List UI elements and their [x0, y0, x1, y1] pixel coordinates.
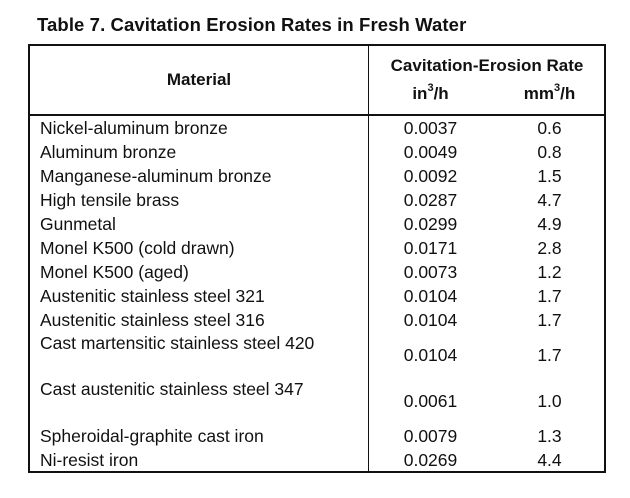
cell-mm3h: 1.7 — [537, 286, 562, 306]
header-unit-in3h: in3/h — [368, 82, 493, 104]
cell-mm3h: 0.8 — [537, 142, 562, 162]
cell-material: Ni-resist iron — [40, 450, 139, 470]
unit-exponent: 3 — [427, 82, 434, 95]
table-row: Austenitic stainless steel 321 0.0104 1.7 — [30, 284, 604, 308]
cell-material: Spheroidal-graphite cast iron — [40, 426, 264, 446]
table-row: Aluminum bronze 0.0049 0.8 — [30, 140, 604, 164]
table-row: Spheroidal-graphite cast iron 0.0079 1.3 — [30, 424, 604, 448]
cell-material: Monel K500 (aged) — [40, 262, 189, 282]
cell-material: Cast martensitic stainless steel 420 — [40, 333, 315, 353]
unit-tail: /h — [433, 84, 449, 103]
unit-tail: /h — [560, 84, 576, 103]
cell-in3h: 0.0299 — [403, 214, 458, 234]
cell-in3h: 0.0104 — [403, 310, 458, 330]
cell-mm3h: 2.8 — [537, 238, 562, 258]
erosion-table: Material Cavitation-Erosion Rate in3/h m… — [28, 44, 606, 473]
cell-material: Nickel-aluminum bronze — [40, 118, 228, 138]
cell-mm3h: 1.2 — [537, 262, 562, 282]
cell-in3h: 0.0079 — [403, 426, 458, 446]
cell-material: Austenitic stainless steel 316 — [40, 310, 265, 330]
header-unit-mm3h: mm3/h — [493, 82, 606, 104]
cell-material: Austenitic stainless steel 321 — [40, 286, 265, 306]
unit-exponent: 3 — [554, 82, 561, 95]
cell-in3h: 0.0269 — [403, 450, 458, 470]
cell-mm3h: 1.7 — [537, 345, 562, 365]
table-row: Monel K500 (aged) 0.0073 1.2 — [30, 260, 604, 284]
cell-in3h: 0.0092 — [403, 166, 458, 186]
cell-in3h: 0.0104 — [403, 345, 458, 365]
table-caption: Table 7. Cavitation Erosion Rates in Fre… — [37, 14, 467, 35]
table-row: Manganese-aluminum bronze 0.0092 1.5 — [30, 164, 604, 188]
table-row: Gunmetal 0.0299 4.9 — [30, 212, 604, 236]
column-divider — [368, 46, 369, 471]
table-row: Cast austenitic stainless steel 347 0.006… — [30, 378, 604, 424]
cell-material: Manganese-aluminum bronze — [40, 166, 272, 186]
cell-in3h: 0.0061 — [403, 391, 458, 411]
cell-mm3h: 4.9 — [537, 214, 562, 234]
cell-in3h: 0.0073 — [403, 262, 458, 282]
table-row: Austenitic stainless steel 316 0.0104 1.7 — [30, 308, 604, 332]
table-row: Ni-resist iron 0.0269 4.4 — [30, 448, 604, 472]
header-separator — [30, 114, 604, 116]
cell-mm3h: 1.5 — [537, 166, 562, 186]
cell-mm3h: 0.6 — [537, 118, 562, 138]
table-row: Nickel-aluminum bronze 0.0037 0.6 — [30, 116, 604, 140]
cell-material: Aluminum bronze — [40, 142, 177, 162]
cell-in3h: 0.0037 — [403, 118, 458, 138]
table-body: Nickel-aluminum bronze 0.0037 0.6 Aluminum… — [30, 116, 604, 472]
cell-in3h: 0.0049 — [403, 142, 458, 162]
cell-material: Cast austenitic stainless steel 347 — [40, 379, 304, 399]
cell-material: High tensile brass — [40, 190, 180, 210]
unit-base: mm — [523, 84, 554, 103]
cell-in3h: 0.0171 — [403, 238, 458, 258]
unit-base: in — [412, 84, 428, 103]
cell-material: Gunmetal — [40, 214, 116, 234]
cell-mm3h: 1.3 — [537, 426, 562, 446]
header-material: Material — [166, 70, 232, 89]
header-cavitation-erosion-rate: Cavitation-Erosion Rate — [390, 56, 584, 75]
cell-material: Monel K500 (cold drawn) — [40, 238, 235, 258]
table-row: High tensile brass 0.0287 4.7 — [30, 188, 604, 212]
cell-in3h: 0.0287 — [403, 190, 458, 210]
cell-mm3h: 1.7 — [537, 310, 562, 330]
table-row: Monel K500 (cold drawn) 0.0171 2.8 — [30, 236, 604, 260]
cell-in3h: 0.0104 — [403, 286, 458, 306]
table-row: Cast martensitic stainless steel 420 0.01… — [30, 332, 604, 378]
cell-mm3h: 1.0 — [537, 391, 562, 411]
cell-mm3h: 4.7 — [537, 190, 562, 210]
cell-mm3h: 4.4 — [537, 450, 562, 470]
